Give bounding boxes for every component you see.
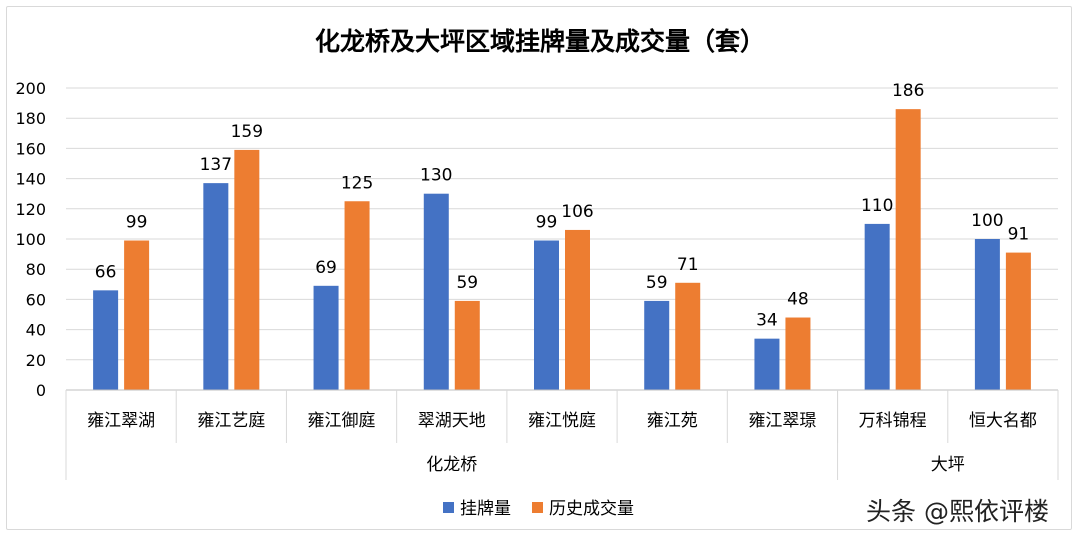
y-tick-label: 80: [26, 260, 46, 279]
data-label: 99: [126, 213, 148, 233]
bar: [895, 109, 921, 390]
data-label: 99: [536, 213, 558, 233]
data-label: 100: [971, 211, 1003, 231]
bar: [974, 239, 1000, 390]
bar: [785, 317, 811, 390]
chart-frame: [6, 6, 1072, 530]
data-label: 110: [861, 196, 893, 216]
bar: [344, 201, 370, 390]
data-label: 59: [646, 273, 668, 293]
x-category-label: 雍江翠湖: [87, 411, 155, 431]
x-group-label: 大坪: [931, 455, 965, 475]
bar: [754, 338, 780, 390]
data-label: 106: [561, 202, 593, 222]
x-category-label: 雍江悦庭: [528, 411, 596, 431]
bar: [675, 282, 701, 390]
bar: [565, 229, 590, 390]
y-tick-label: 160: [15, 139, 46, 158]
gridlines: [66, 87, 1058, 361]
bar: [234, 149, 260, 390]
bar: [454, 300, 480, 390]
data-label: 48: [787, 290, 809, 310]
x-category-label: 雍江艺庭: [197, 411, 265, 431]
y-tick-label: 120: [15, 200, 46, 219]
data-label: 71: [677, 255, 699, 275]
data-label: 186: [892, 81, 924, 101]
y-tick-label: 60: [26, 290, 46, 309]
y-tick-label: 20: [26, 351, 46, 370]
x-category-label: 万科锦程: [859, 411, 927, 431]
legend: 挂牌量 历史成交量: [443, 499, 634, 519]
bar: [93, 290, 119, 390]
x-category-label: 雍江翠璟: [748, 411, 816, 431]
y-tick-label: 40: [26, 321, 46, 340]
y-tick-label: 0: [36, 381, 46, 400]
legend-swatch: [443, 502, 454, 513]
x-category-label: 雍江御庭: [308, 411, 376, 431]
bar: [1005, 252, 1031, 390]
x-category-label: 翠湖天地: [418, 411, 486, 431]
data-label: 69: [315, 258, 337, 278]
data-label: 130: [420, 166, 452, 186]
data-label: 137: [200, 155, 232, 175]
y-axis: 0 20 40 60 80 100 120 140 160 180 200: [15, 79, 46, 400]
bar: [313, 285, 339, 390]
legend-swatch: [532, 502, 543, 513]
bar: [423, 193, 449, 390]
data-label: 66: [95, 262, 117, 282]
x-group-label: 化龙桥: [426, 455, 477, 475]
data-label: 125: [341, 173, 373, 193]
y-tick-label: 180: [15, 109, 46, 128]
bar: [203, 183, 229, 390]
bar: [644, 300, 670, 390]
bar: [124, 240, 150, 390]
data-label: 34: [756, 311, 778, 331]
bars: [93, 109, 1031, 390]
y-tick-label: 100: [15, 230, 46, 249]
data-labels: 66 137 69 130 99 59 34 110 100 99 159 125 59 106 71 48 1…: [95, 81, 1029, 331]
data-label: 91: [1008, 225, 1030, 245]
bar: [534, 240, 559, 390]
data-label: 159: [231, 122, 263, 142]
y-tick-label: 200: [15, 79, 46, 98]
x-category-label: 雍江苑: [647, 411, 698, 431]
y-tick-label: 140: [15, 170, 46, 189]
legend-label: 挂牌量: [460, 499, 511, 519]
watermark: 头条 @熙依评楼: [866, 497, 1049, 526]
bar: [864, 223, 890, 390]
data-label: 59: [456, 273, 478, 293]
x-category-label: 恒大名都: [969, 411, 1037, 431]
legend-label: 历史成交量: [549, 499, 634, 519]
chart-title: 化龙桥及大坪区域挂牌量及成交量（套）: [314, 27, 765, 56]
